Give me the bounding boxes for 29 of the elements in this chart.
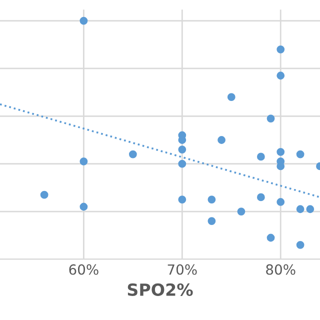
point [237,208,246,216]
x-axis-title: SPO2% [128,283,193,296]
x-tick-label: 80% [266,264,296,275]
point [178,160,186,168]
point [266,234,275,242]
point [40,190,48,199]
point [256,193,265,202]
x-tick-label: 60% [69,264,98,275]
point [208,217,216,226]
point [266,114,275,122]
point [218,136,226,144]
point [276,72,285,80]
point [80,158,88,166]
point [296,205,304,214]
point [306,205,314,214]
point [80,16,88,25]
point [227,93,236,102]
point [178,196,186,204]
x-tick-label: 70% [168,264,197,275]
point [296,240,304,249]
point [256,152,265,161]
point [178,146,186,154]
point [276,148,285,156]
point [80,202,88,211]
point [128,150,137,158]
point [276,45,285,54]
point [208,196,216,204]
point [296,150,304,158]
point [276,198,285,206]
